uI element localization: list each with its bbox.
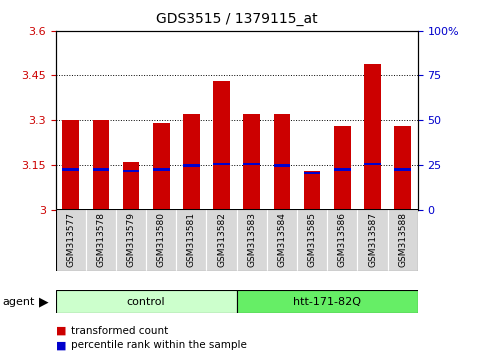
Text: GSM313583: GSM313583 [247, 212, 256, 267]
Bar [153, 123, 170, 210]
Text: htt-171-82Q: htt-171-82Q [293, 297, 361, 307]
Text: control: control [127, 297, 165, 307]
Bar [334, 126, 351, 210]
Text: GSM313580: GSM313580 [156, 212, 166, 267]
Text: GSM313579: GSM313579 [127, 212, 136, 267]
Bar [213, 81, 230, 210]
Text: ▶: ▶ [39, 295, 48, 308]
Text: GDS3515 / 1379115_at: GDS3515 / 1379115_at [156, 12, 317, 27]
Text: ■: ■ [56, 340, 66, 350]
Bar [274, 164, 290, 167]
Text: percentile rank within the sample: percentile rank within the sample [71, 340, 247, 350]
Text: GSM313586: GSM313586 [338, 212, 347, 267]
Bar [304, 172, 320, 175]
Bar [146, 209, 176, 271]
Text: agent: agent [2, 297, 35, 307]
Bar [395, 126, 411, 210]
Text: GSM313582: GSM313582 [217, 212, 226, 267]
Bar [237, 290, 418, 313]
Bar [62, 168, 79, 171]
Bar [93, 120, 109, 210]
Text: transformed count: transformed count [71, 326, 169, 336]
Bar [176, 209, 207, 271]
Bar [327, 209, 357, 271]
Bar [183, 164, 199, 167]
Bar [153, 168, 170, 171]
Text: GSM313578: GSM313578 [96, 212, 105, 267]
Bar [297, 209, 327, 271]
Bar [116, 209, 146, 271]
Bar [357, 209, 388, 271]
Text: GSM313577: GSM313577 [66, 212, 75, 267]
Bar [243, 114, 260, 210]
Bar [123, 170, 139, 172]
Text: GSM313587: GSM313587 [368, 212, 377, 267]
Bar [183, 114, 199, 210]
Text: GSM313588: GSM313588 [398, 212, 407, 267]
Text: GSM313585: GSM313585 [308, 212, 317, 267]
Bar [334, 168, 351, 171]
Text: GSM313581: GSM313581 [187, 212, 196, 267]
Bar [86, 209, 116, 271]
Bar [62, 120, 79, 210]
Bar [243, 163, 260, 165]
Bar [56, 290, 237, 313]
Text: GSM313584: GSM313584 [277, 212, 286, 267]
Bar [93, 168, 109, 171]
Bar [207, 209, 237, 271]
Bar [395, 168, 411, 171]
Bar [123, 162, 139, 210]
Bar [364, 163, 381, 165]
Text: ■: ■ [56, 326, 66, 336]
Bar [364, 64, 381, 210]
Bar [237, 209, 267, 271]
Bar [274, 114, 290, 210]
Bar [304, 171, 320, 210]
Bar [267, 209, 297, 271]
Bar [56, 209, 86, 271]
Bar [213, 163, 230, 165]
Bar [388, 209, 418, 271]
